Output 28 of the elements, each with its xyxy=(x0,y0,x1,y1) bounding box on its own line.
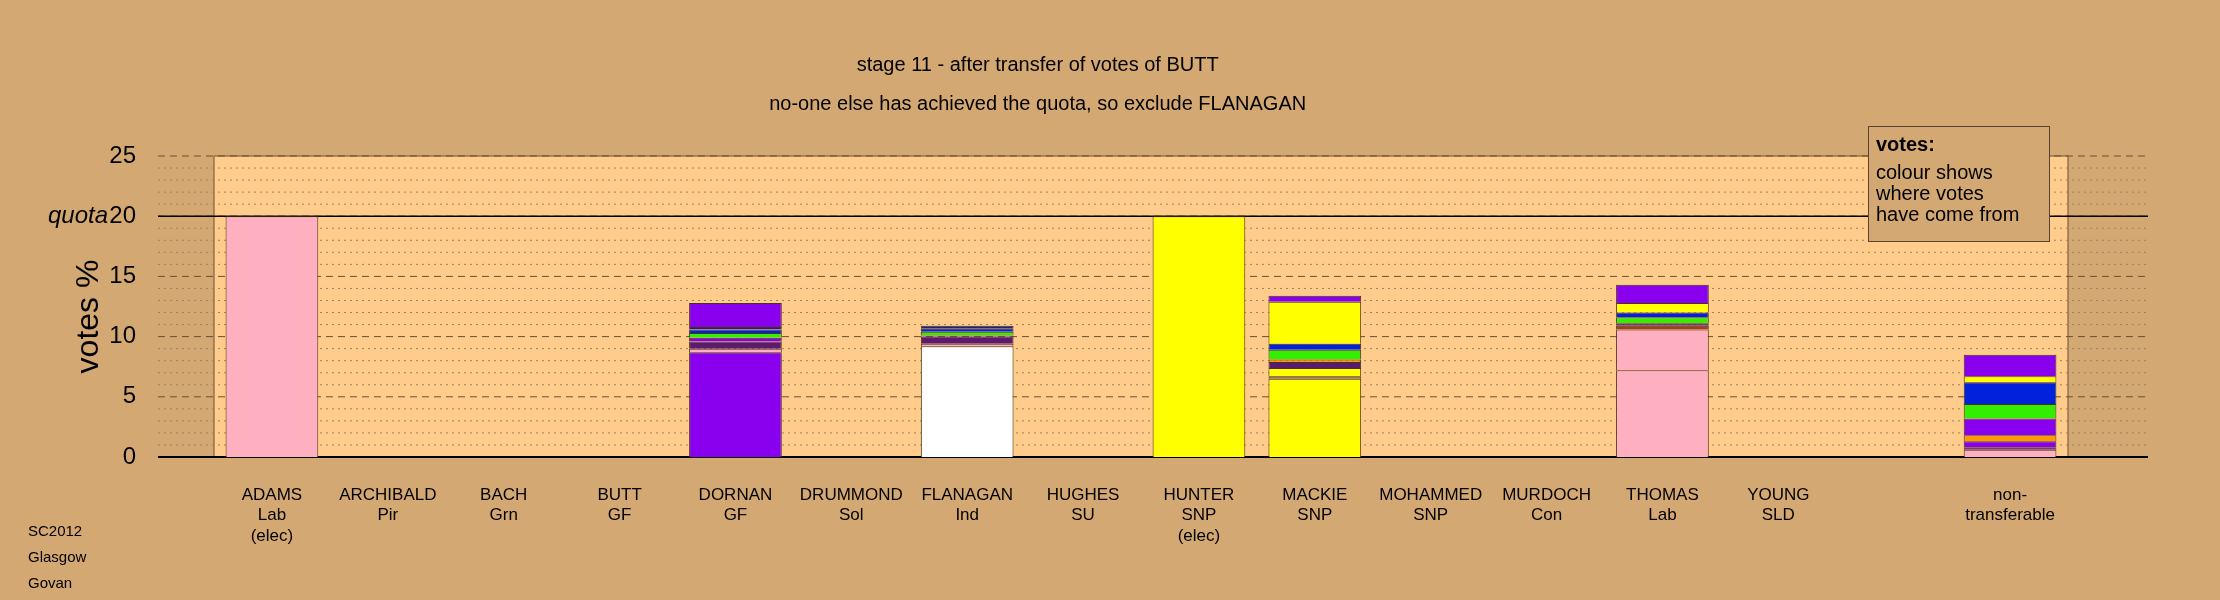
x-tick-label: HUGHES SU xyxy=(1046,484,1120,525)
x-tick-label: MOHAMMED SNP xyxy=(1379,484,1483,525)
y-axis-title: votes % xyxy=(68,259,105,374)
x-tick-label: THOMAS Lab xyxy=(1626,484,1699,525)
x-tick-label: BACH Grn xyxy=(480,484,528,525)
x-tick-label: DORNAN GF xyxy=(698,484,773,525)
x-tick-label: BUTT GF xyxy=(597,484,642,525)
annotation: colour shows where votes have come from xyxy=(1876,161,2021,225)
ref-line-label: quota xyxy=(47,200,108,228)
y-tick-label: 0 xyxy=(122,441,136,469)
y-tick-label: 20 xyxy=(109,200,136,228)
y-tick-label: 25 xyxy=(109,140,136,168)
y-tick-label: 10 xyxy=(109,321,136,349)
x-tick-label: ADAMS Lab (elec) xyxy=(241,484,303,545)
x-tick-label: YOUNG SLD xyxy=(1747,484,1810,525)
x-tick-label: MURDOCH Con xyxy=(1502,484,1591,525)
x-tick-label: ARCHIBALD Pir xyxy=(339,484,437,525)
y-tick-label: 15 xyxy=(109,261,136,289)
chart-subtitle: no-one else has achieved the quota, so exclude FLANAGAN xyxy=(769,91,1307,114)
x-tick-label: non- transferable xyxy=(1965,484,2055,525)
x-tick-label: HUNTER SNP (elec) xyxy=(1163,484,1235,545)
text: SC2012 Glasgow Govan xyxy=(28,521,87,593)
x-tick-label: DRUMMOND Sol xyxy=(799,484,903,525)
y-tick-label: 5 xyxy=(122,381,136,409)
x-tick-label: MACKIE SNP xyxy=(1282,484,1348,525)
text: votes: xyxy=(1876,133,1936,156)
chart-title: stage 11 - after transfer of votes of BUTT xyxy=(856,52,1219,75)
x-tick-label: FLANAGAN Ind xyxy=(921,484,1014,525)
